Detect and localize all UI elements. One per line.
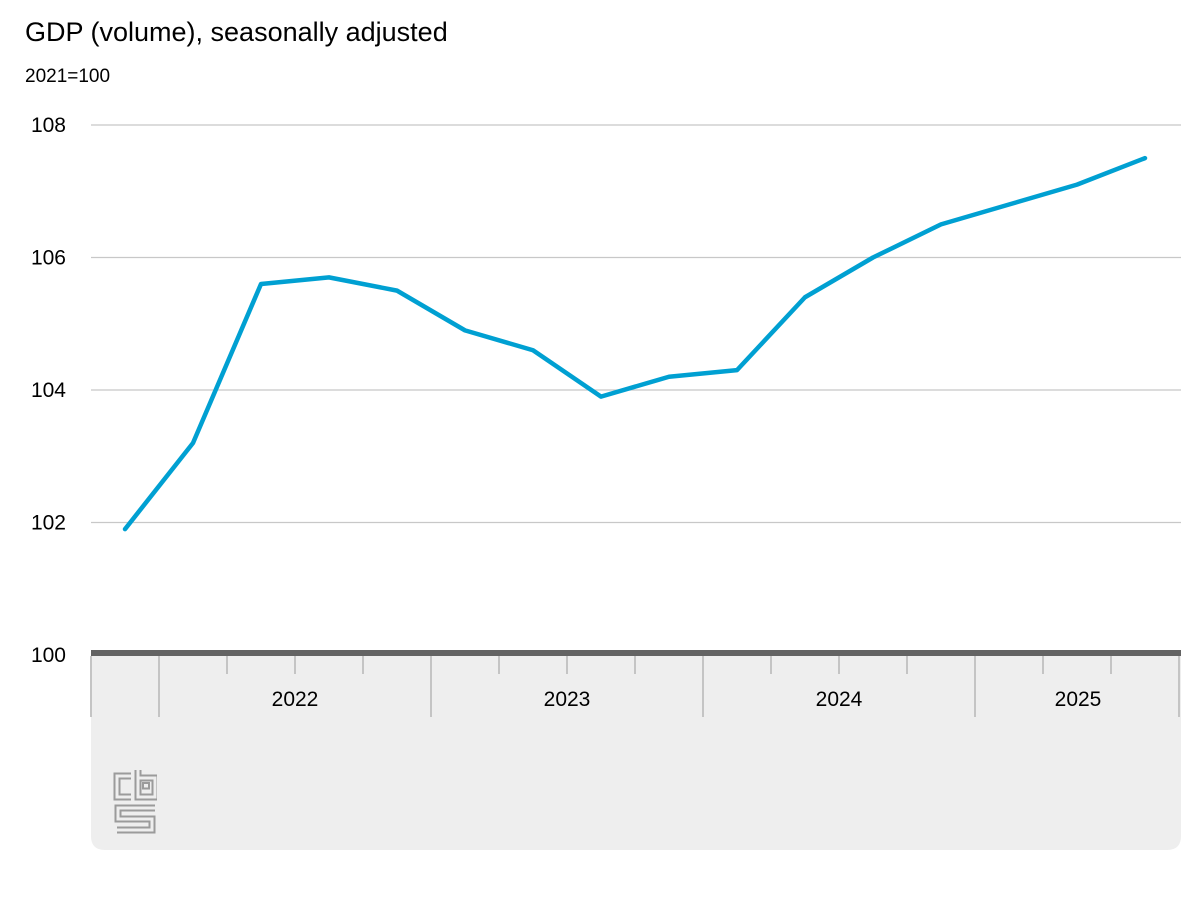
y-axis-label: 106: [31, 247, 66, 270]
x-axis-band: [91, 656, 1181, 850]
x-axis-year-label: 2022: [272, 688, 319, 711]
chart-unit-label: 2021=100: [25, 66, 111, 87]
y-axis-label: 102: [31, 512, 66, 535]
cbs-logo-c: [113, 772, 131, 801]
x-axis-year-label: 2025: [1055, 688, 1102, 711]
x-axis-year-label: 2024: [816, 688, 863, 711]
cbs-logo-b-counter: [142, 782, 150, 790]
gdp-line: [122, 155, 1148, 532]
cbs-logo: [113, 770, 157, 834]
y-axis-label: 108: [31, 114, 66, 137]
chart-title: GDP (volume), seasonally adjusted: [25, 17, 448, 47]
x-axis-year-label: 2023: [544, 688, 591, 711]
y-axis-label: 104: [31, 379, 66, 402]
baseline-bar: [91, 650, 1181, 656]
y-axis-label: 100: [31, 644, 66, 667]
